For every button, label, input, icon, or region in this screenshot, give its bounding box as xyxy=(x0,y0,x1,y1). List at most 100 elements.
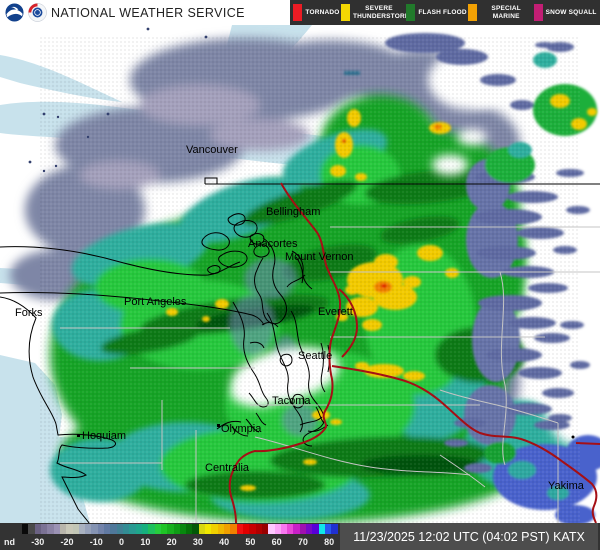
city-label-hoquiam: Hoquiam xyxy=(82,430,126,442)
interstate-highways xyxy=(228,182,600,524)
scale-cell xyxy=(249,524,256,534)
scale-cell xyxy=(274,524,281,534)
legend-label: FLASH FLOOD xyxy=(418,8,467,16)
scale-cell xyxy=(211,524,218,534)
scale-cell xyxy=(72,524,79,534)
timestamp-box: 11/23/2025 12:02 UTC (04:02 PST) KATX xyxy=(340,523,598,550)
scale-cell xyxy=(104,524,111,534)
scale-cell xyxy=(242,524,250,534)
scale-cell xyxy=(66,524,73,534)
scale-cell xyxy=(306,524,313,534)
highway-branch-east xyxy=(575,442,600,445)
city-label-tacoma: Tacoma xyxy=(272,395,311,407)
highway-i405 xyxy=(338,288,359,358)
city-label-seattle: Seattle xyxy=(298,350,332,362)
scale-label-70: 70 xyxy=(297,536,308,547)
scale-cell xyxy=(116,524,123,534)
scale-cell xyxy=(34,524,41,534)
scale-label-40: 40 xyxy=(219,536,230,547)
scale-cell xyxy=(47,524,54,534)
radar-pixel-texture xyxy=(40,35,580,523)
legend-item-tornado: TORNADO xyxy=(293,4,339,21)
scale-cell xyxy=(53,524,60,534)
scale-cell xyxy=(224,524,231,534)
legend-label: TORNADO xyxy=(305,8,340,16)
dbz-color-scale xyxy=(22,524,338,534)
scale-cell xyxy=(268,524,275,534)
legend-swatch xyxy=(468,4,478,21)
city-label-mount-vernon: Mount Vernon xyxy=(285,251,354,263)
scale-cell xyxy=(85,524,92,534)
scale-cell xyxy=(287,524,294,534)
scale-cell xyxy=(186,524,193,534)
scale-label-0: 0 xyxy=(119,536,125,547)
radar-map-container[interactable]: Vancouver Bellingham Anacortes Mount Vernon… xyxy=(0,15,600,525)
scale-cell xyxy=(236,524,243,534)
scale-cell xyxy=(141,524,149,534)
scale-label-10: 10 xyxy=(140,536,151,547)
scale-cell xyxy=(312,524,319,534)
scale-label-20: 20 xyxy=(166,536,177,547)
scale-label--10: -10 xyxy=(89,536,103,547)
scale-cell xyxy=(91,524,98,534)
scale-cell xyxy=(293,524,300,534)
legend-item-severe-thunderstorm: SEVERE THUNDERSTORM xyxy=(340,4,410,21)
highway-i5 xyxy=(228,182,342,524)
city-label-olympia: Olympia xyxy=(221,423,262,435)
scale-cell xyxy=(192,524,199,534)
scale-cell xyxy=(148,524,155,534)
scale-cell xyxy=(22,524,29,534)
scale-cell xyxy=(318,524,325,534)
county-lines xyxy=(60,226,600,523)
header-bar: NATIONAL WEATHER SERVICE TORNADO SEVERE T… xyxy=(0,0,600,25)
city-label-forks: Forks xyxy=(15,307,43,319)
warning-legend: TORNADO SEVERE THUNDERSTORM FLASH FLOOD SPE… xyxy=(290,0,600,25)
legend-swatch xyxy=(533,4,543,21)
scale-cell xyxy=(230,524,237,534)
highway-i90-i82 xyxy=(331,365,598,524)
scale-cell xyxy=(123,524,130,534)
scale-cell xyxy=(59,524,67,534)
scale-label--20: -20 xyxy=(60,536,74,547)
city-label-everett: Everett xyxy=(318,306,353,318)
legend-swatch xyxy=(293,4,303,21)
scale-cell xyxy=(40,524,48,534)
legend-swatch xyxy=(406,4,416,21)
legend-label: SPECIAL MARINE xyxy=(491,5,521,20)
app-title: NATIONAL WEATHER SERVICE xyxy=(51,5,245,20)
scale-label-60: 60 xyxy=(271,536,282,547)
scale-cell xyxy=(78,524,86,534)
city-markers xyxy=(77,424,220,437)
scale-cell xyxy=(135,524,142,534)
scale-label-nd: nd xyxy=(4,536,15,547)
scale-cell xyxy=(217,524,224,534)
nws-brand: NATIONAL WEATHER SERVICE xyxy=(0,3,285,22)
legend-item-snow-squall: SNOW SQUALL xyxy=(533,4,597,21)
noaa-logo-icon xyxy=(5,3,24,22)
scale-cell xyxy=(261,524,269,534)
scale-label-50: 50 xyxy=(245,536,256,547)
scale-cell xyxy=(110,524,117,534)
scale-label-80: 80 xyxy=(324,536,335,547)
scale-cell xyxy=(299,524,307,534)
legend-item-flash-flood: FLASH FLOOD xyxy=(406,4,467,21)
nws-logo-icon xyxy=(28,3,47,22)
city-label-yakima: Yakima xyxy=(548,480,585,492)
scale-cell xyxy=(325,524,332,534)
scale-cell xyxy=(167,524,174,534)
footer-bar: nd-30-20-1001020304050607080dBZ 11/23/20… xyxy=(0,523,600,550)
scale-cell xyxy=(255,524,262,534)
legend-swatch xyxy=(340,4,350,21)
scale-cell xyxy=(205,524,212,534)
scale-cell xyxy=(97,524,105,534)
scale-cell xyxy=(160,524,168,534)
scale-cell xyxy=(280,524,288,534)
city-label-anacortes: Anacortes xyxy=(248,238,298,250)
scale-label-30: 30 xyxy=(192,536,203,547)
legend-item-special-marine: SPECIAL MARINE xyxy=(468,4,532,21)
clutter-specks xyxy=(28,27,575,439)
scale-cell xyxy=(129,524,136,534)
timestamp: 11/23/2025 12:02 UTC (04:02 PST) KATX xyxy=(353,529,585,544)
